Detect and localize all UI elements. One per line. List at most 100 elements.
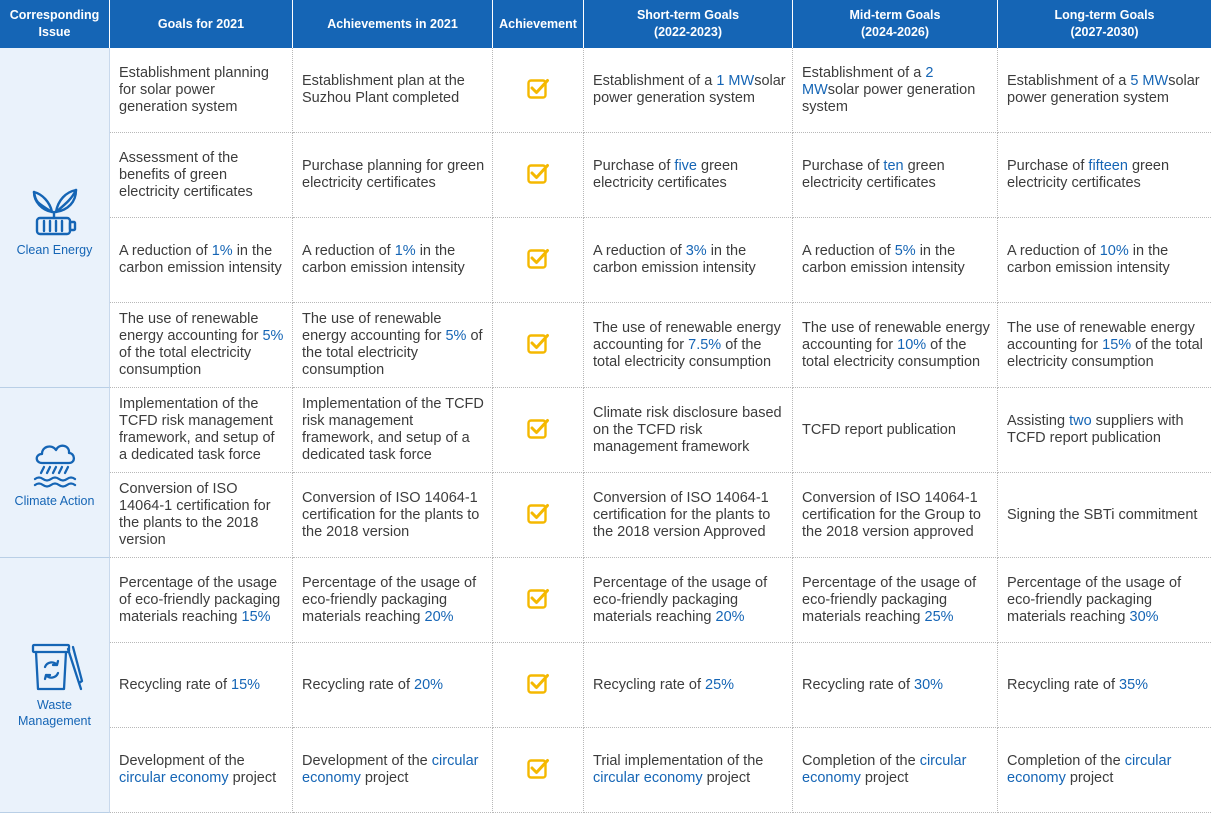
achievement-2021-cell: Recycling rate of 20% [293, 643, 493, 728]
checked-box-icon [527, 247, 549, 269]
checked-box-icon [527, 672, 549, 694]
cell-text: Recycling rate of [802, 676, 915, 693]
issue-climate-action: Climate Action [0, 388, 110, 558]
highlighted-value: 30% [914, 676, 944, 693]
cell-text: Signing the SBTi commitment [1007, 506, 1198, 523]
mid-term-cell: Completion of the circular economy proje… [793, 728, 998, 813]
cell-text: Conversion of ISO 14064-1 certification … [119, 481, 271, 548]
achievement-2021-cell: Conversion of ISO 14064-1 certification … [293, 473, 493, 558]
header-achievement: Achievement [493, 0, 584, 48]
mid-term-cell: Establishment of a 2 MWsolar power gener… [793, 48, 998, 133]
cell-text: A reduction of [302, 243, 395, 259]
highlighted-value: 1% [394, 243, 416, 259]
highlighted-value: circular economy [302, 753, 479, 786]
mid-term-cell: A reduction of 5% in the carbon emission… [793, 218, 998, 303]
cell-text: project [1065, 770, 1114, 786]
header-row: Corresponding Issue Goals for 2021 Achie… [0, 0, 1211, 48]
highlighted-value: 5% [445, 328, 467, 344]
checked-box-icon [527, 502, 549, 524]
cell-text: Climate risk disclosure based on the TCF… [593, 404, 782, 455]
cell-text: Percentage of the usage of eco-friendly … [119, 574, 281, 625]
cell-text: green electricity certificates [1007, 158, 1170, 191]
cell-text: Percentage of the usage of eco-friendly … [593, 574, 768, 625]
issue-name: Climate Action [14, 493, 95, 508]
achievement-2021-cell: Establishment plan at the Suzhou Plant c… [293, 48, 493, 133]
cell-text: Trial implementation of the [593, 753, 764, 769]
achievement-status-cell [493, 388, 584, 473]
goal-2021-cell: Conversion of ISO 14064-1 certification … [110, 473, 293, 558]
highlighted-value: 7.5% [688, 336, 722, 353]
long-term-cell: A reduction of 10% in the carbon emissio… [998, 218, 1211, 303]
cell-text: Conversion of ISO 14064-1 certification … [302, 489, 480, 540]
highlighted-value: circular economy [802, 753, 967, 786]
highlighted-value: 5% [262, 328, 284, 344]
short-term-cell: The use of renewable energy accounting f… [584, 303, 793, 388]
header-short-term: Short-term Goals (2022-2023) [584, 0, 793, 48]
highlighted-value: ten [883, 158, 904, 174]
table-row: Recycling rate of 15% Recycling rate of … [0, 643, 1211, 728]
highlighted-value: 3% [685, 243, 707, 259]
goal-2021-cell: Recycling rate of 15% [110, 643, 293, 728]
achievement-status-cell [493, 133, 584, 218]
cell-text: TCFD report publication [802, 421, 956, 438]
cell-text: Recycling rate of [593, 676, 706, 693]
cell-text: suppliers with TCFD report publication [1007, 413, 1184, 446]
cell-text: Establishment of a [802, 64, 926, 81]
cell-text: of the total electricity consumption [1007, 336, 1203, 370]
mid-term-cell: Percentage of the usage of eco-friendly … [793, 558, 998, 643]
cell-text: Purchase of [1007, 158, 1089, 174]
cell-text: in the carbon emission intensity [1007, 243, 1170, 276]
cell-text: project [702, 770, 751, 786]
cell-text: Percentage of the usage of eco-friendly … [302, 574, 477, 625]
achievement-status-cell [493, 643, 584, 728]
cell-text: Establishment of a [593, 73, 717, 89]
long-term-cell: The use of renewable energy accounting f… [998, 303, 1211, 388]
cell-text: in the carbon emission intensity [302, 243, 465, 276]
header-goals-2021: Goals for 2021 [110, 0, 293, 48]
header-long-term: Long-term Goals (2027-2030) [998, 0, 1211, 48]
cell-text: Implementation of the TCFD risk manageme… [119, 396, 275, 463]
cell-text: The use of renewable energy accounting f… [1007, 319, 1195, 353]
issue-name: Clean Energy [16, 242, 93, 257]
cell-text: solar power generation system [1007, 73, 1200, 106]
goal-2021-cell: Percentage of the usage of eco-friendly … [110, 558, 293, 643]
cell-text: project [860, 770, 909, 786]
highlighted-value: fifteen [1088, 158, 1128, 174]
header-mid-term: Mid-term Goals (2024-2026) [793, 0, 998, 48]
highlighted-value: 15% [231, 676, 261, 693]
short-term-cell: Recycling rate of 25% [584, 643, 793, 728]
cell-text: A reduction of [593, 243, 686, 259]
highlighted-value: 1% [211, 243, 233, 259]
cell-text: The use of renewable energy accounting f… [593, 319, 781, 353]
issue-waste-management: Waste Management [0, 558, 110, 813]
long-term-cell: Completion of the circular economy proje… [998, 728, 1211, 813]
cell-text: project [228, 770, 277, 786]
achievement-status-cell [493, 303, 584, 388]
cell-text: project [360, 770, 409, 786]
header-achievements-2021: Achievements in 2021 [293, 0, 493, 48]
achievement-2021-cell: Development of the circular economy proj… [293, 728, 493, 813]
table-row: The use of renewable energy accounting f… [0, 303, 1211, 388]
cell-text: The use of renewable energy accounting f… [119, 311, 263, 344]
cell-text: solar power generation system [593, 73, 786, 106]
short-term-cell: Purchase of five green electricity certi… [584, 133, 793, 218]
cell-text: The use of renewable energy accounting f… [302, 311, 446, 344]
table-row: Conversion of ISO 14064-1 certification … [0, 473, 1211, 558]
achievement-2021-cell: A reduction of 1% in the carbon emission… [293, 218, 493, 303]
short-term-cell: A reduction of 3% in the carbon emission… [584, 218, 793, 303]
table-row: Development of the circular economy proj… [0, 728, 1211, 813]
short-term-cell: Percentage of the usage of eco-friendly … [584, 558, 793, 643]
cell-text: Percentage of the usage of eco-friendly … [802, 574, 977, 625]
cell-text: of the total electricity consumption [802, 336, 981, 370]
cell-text: of the total electricity consumption [119, 345, 252, 378]
mid-term-cell: The use of renewable energy accounting f… [793, 303, 998, 388]
achievement-status-cell [493, 558, 584, 643]
short-term-cell: Establishment of a 1 MWsolar power gener… [584, 48, 793, 133]
long-term-cell: Signing the SBTi commitment [998, 473, 1211, 558]
long-term-cell: Purchase of fifteen green electricity ce… [998, 133, 1211, 218]
highlighted-value: 1 MW [716, 73, 755, 89]
long-term-cell: Percentage of the usage of eco-friendly … [998, 558, 1211, 643]
cell-text: Recycling rate of [119, 676, 232, 693]
checked-box-icon [527, 332, 549, 354]
